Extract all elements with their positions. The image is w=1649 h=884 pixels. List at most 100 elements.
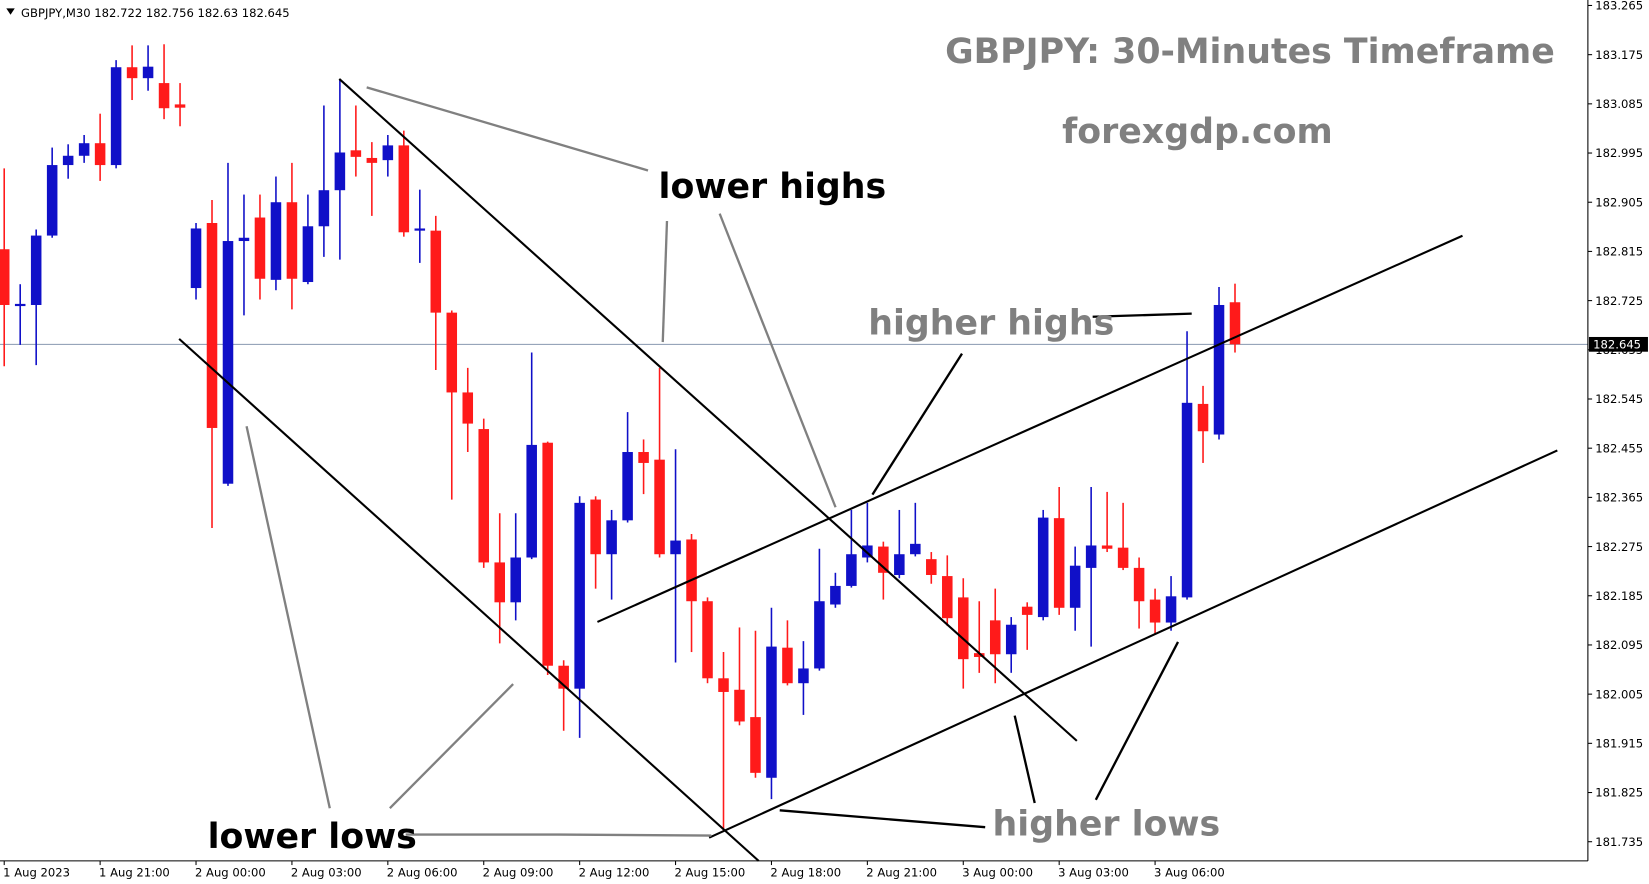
symbol: GBPJPY,M30 [21,6,91,20]
candle-body [734,689,745,722]
header: GBPJPY,M30 182.722 182.756 182.63 182.64… [21,6,290,20]
candle-body [846,554,857,586]
candle-body [878,546,889,573]
pointer [718,213,837,508]
header-high: 182.756 [146,6,194,20]
candle-body [462,392,474,424]
x-tick-label: 2 Aug 12:00 [579,866,650,880]
pointer [1094,641,1180,801]
candle-body [302,226,314,283]
y-tick-label: 182.455 [1595,441,1643,455]
y-tick-label: 183.175 [1595,48,1643,62]
candle-body [814,601,825,669]
candle-body [542,442,553,666]
trend-lines [178,78,1558,862]
pointer [1092,312,1192,318]
y-tick-label: 181.825 [1595,786,1643,800]
candle-body [0,249,10,305]
y-tick-label: 181.735 [1595,835,1643,849]
header-low: 182.63 [198,6,239,20]
candle-body [973,653,985,657]
candle-body [766,646,777,778]
header-open: 182.722 [94,6,142,20]
candle-body [206,223,218,428]
pointer [779,809,986,829]
candle-body [1213,304,1225,435]
candle-body [430,230,442,313]
y-tick-label: 182.185 [1595,589,1643,603]
pointer [871,352,963,496]
annotation: higher lows [993,805,1221,845]
y-tick-label: 182.095 [1595,638,1643,652]
trend-line [708,449,1558,839]
candle-body [1165,596,1177,623]
x-tick-label: 2 Aug 03:00 [291,866,362,880]
candle-body [606,520,617,555]
candle-body [654,459,665,555]
candle-body [270,202,282,280]
x-tick-label: 3 Aug 00:00 [962,866,1033,880]
pointer [245,425,331,809]
candle-body [750,717,761,773]
candle-body [926,559,937,575]
y-tick-label: 182.725 [1595,294,1643,308]
candle-body [1005,624,1017,655]
candle-body [414,228,426,231]
candle-body [958,597,969,660]
candle-body [238,237,250,242]
price-label: 182.645 [1593,338,1641,352]
candle-body [894,554,905,575]
candle-body [622,452,633,521]
candle-body [686,539,697,602]
candle-body [989,620,1001,655]
candle-body [222,241,234,484]
candle-body [1101,545,1113,549]
candle-body [62,155,74,166]
candle-body [782,647,793,684]
candle-body [398,145,410,233]
pointer [389,683,514,810]
candle-body [318,190,330,227]
pointer [661,220,669,343]
candle-body [1181,402,1193,598]
price-label-box [1588,336,1648,352]
x-tick-label: 2 Aug 06:00 [387,866,458,880]
menu-arrow[interactable] [6,8,15,15]
candle-body [30,235,42,305]
candle-body [1069,565,1081,608]
candle-body [94,143,106,166]
candle-body [478,429,490,563]
chart-title: GBPJPY: 30-Minutes Timeframe [945,32,1555,72]
candle-body [1053,518,1065,608]
candle-body [174,104,186,108]
candle-body [526,444,537,558]
trend-line [178,338,760,862]
candle-body [574,502,585,689]
candle-body [510,557,521,603]
candle-body [1021,606,1033,615]
y-tick-label: 183.085 [1595,97,1643,111]
candle-body [46,165,58,236]
candle-body [142,66,154,79]
y-tick-label: 182.275 [1595,540,1643,554]
x-tick-label: 2 Aug 00:00 [195,866,266,880]
candle-body [366,157,378,163]
candle-body [286,202,298,279]
trend-line [338,78,1078,742]
candle-body [190,228,202,289]
y-tick-label: 182.905 [1595,195,1643,209]
y-tick-label: 183.265 [1595,0,1643,13]
annotation: lower lows [208,817,417,857]
candle-body [558,665,569,689]
candle-body [1133,567,1145,602]
candle-body [1085,545,1097,568]
x-tick-label: 1 Aug 21:00 [99,866,170,880]
x-tick-label: 3 Aug 06:00 [1154,866,1225,880]
y-tick-label: 182.815 [1595,245,1643,259]
candle-body [1037,517,1049,618]
pointer [366,86,649,172]
pointers [245,86,1192,837]
y-tick-label: 181.915 [1595,737,1643,751]
annotation: lower highs [659,167,887,207]
